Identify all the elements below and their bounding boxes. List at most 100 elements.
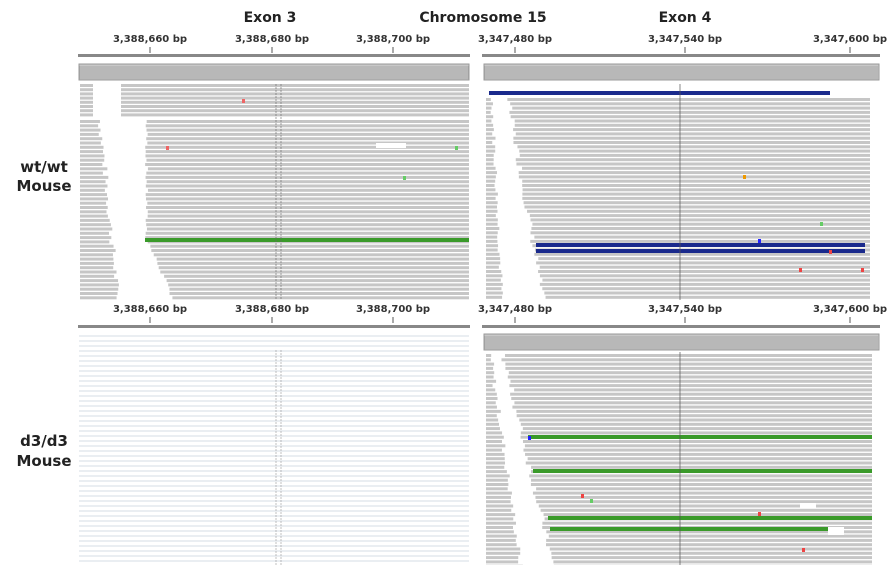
read: [148, 189, 469, 192]
read: [146, 185, 469, 188]
read: [486, 107, 491, 110]
read: [486, 102, 493, 105]
read: [539, 505, 872, 508]
read: [519, 171, 870, 174]
read: [486, 513, 515, 516]
read: [522, 167, 870, 170]
read: [486, 453, 505, 456]
read: [536, 243, 865, 247]
read: [509, 111, 870, 114]
read: [486, 505, 513, 508]
read: [486, 401, 496, 404]
read: [146, 159, 469, 162]
read: [486, 367, 493, 370]
read: [80, 228, 112, 231]
read: [806, 301, 822, 304]
read: [486, 145, 495, 148]
read: [160, 271, 469, 274]
read: [80, 189, 105, 192]
read: [148, 215, 469, 218]
read: [146, 176, 469, 179]
read: [520, 154, 870, 157]
read: [80, 88, 93, 91]
read: [486, 218, 498, 221]
read: [550, 548, 872, 551]
read: [121, 92, 469, 95]
read: [514, 401, 872, 404]
read: [486, 227, 499, 230]
ruler-label: 3,347,600 bp: [813, 304, 887, 315]
read: [148, 133, 469, 136]
read: [486, 287, 501, 290]
read: [80, 288, 118, 291]
read: [80, 92, 93, 95]
read: [80, 129, 101, 132]
ruler-line: [78, 54, 470, 57]
read: [486, 231, 498, 234]
read: [540, 274, 870, 277]
read: [552, 556, 872, 559]
mismatch: [829, 250, 832, 254]
read: [147, 180, 469, 183]
read: [536, 487, 872, 490]
read: [80, 113, 93, 116]
read: [146, 193, 469, 196]
mismatch: [799, 268, 802, 272]
read: [486, 517, 513, 520]
mismatch: [166, 146, 169, 150]
read: [146, 219, 469, 222]
read: [486, 414, 497, 417]
read: [522, 184, 870, 187]
read: [530, 231, 870, 234]
sample-genotype: d3/d3: [20, 432, 68, 450]
read: [80, 124, 98, 127]
ruler-label: 3,347,540 bp: [648, 34, 722, 45]
mismatch: [242, 99, 245, 103]
read: [486, 279, 501, 282]
read: [486, 201, 498, 204]
read: [544, 292, 870, 295]
read: [146, 206, 469, 209]
read: [80, 279, 118, 282]
read: [486, 154, 494, 157]
read: [80, 202, 106, 205]
read: [80, 137, 102, 140]
read: [486, 462, 505, 465]
read: [80, 101, 93, 104]
read: [80, 84, 93, 87]
ruler-label: 3,347,600 bp: [813, 34, 887, 45]
read: [524, 206, 870, 209]
read: [80, 296, 117, 299]
read: [526, 462, 872, 465]
read: [519, 150, 870, 153]
read: [80, 197, 108, 200]
read: [553, 560, 872, 563]
sample-species: Mouse: [16, 177, 71, 195]
read: [549, 535, 872, 538]
read: [486, 440, 502, 443]
igv-figure: Exon 3 Chromosome 15 Exon 4 wt/wt Mouse …: [0, 0, 891, 565]
read: [486, 167, 496, 170]
read: [531, 218, 870, 221]
read: [80, 185, 107, 188]
read: [519, 419, 872, 422]
gap: [800, 503, 816, 508]
read: [542, 522, 872, 525]
read: [486, 530, 514, 533]
read: [510, 393, 872, 396]
read: [146, 197, 469, 200]
read: [121, 88, 469, 91]
read: [486, 436, 504, 439]
gap: [828, 527, 844, 535]
read: [509, 371, 872, 374]
read: [523, 440, 872, 443]
read: [486, 244, 498, 247]
read: [486, 249, 498, 252]
read: [540, 283, 870, 286]
read: [486, 431, 502, 434]
mismatch: [758, 239, 761, 243]
read: [486, 552, 520, 555]
read: [550, 527, 828, 531]
read: [546, 543, 872, 546]
